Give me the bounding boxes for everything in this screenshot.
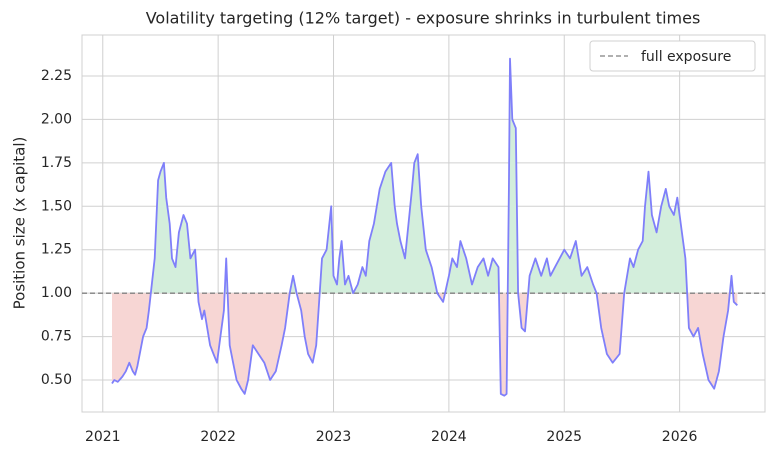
y-tick-label: 1.50 (41, 198, 72, 214)
x-tick-label: 2023 (316, 429, 352, 445)
y-tick-label: 2.00 (41, 111, 72, 127)
legend-box (589, 40, 756, 72)
chart-title: Volatility targeting (12% target) - expo… (146, 9, 701, 28)
plot-frame (81, 34, 766, 413)
y-tick-label: 0.50 (41, 372, 72, 388)
legend-label: full exposure (641, 49, 731, 65)
x-tick-label: 2021 (85, 429, 121, 445)
x-tick-label: 2026 (662, 429, 698, 445)
y-tick-label: 0.75 (41, 329, 72, 345)
series-line (111, 57, 738, 397)
y-tick-label: 1.75 (41, 155, 72, 171)
y-axis-label: Position size (x capital) (11, 137, 29, 310)
x-tick-label: 2024 (431, 429, 467, 445)
fill-below (112, 293, 738, 396)
y-tick-label: 1.25 (41, 242, 72, 258)
x-tick-label: 2025 (546, 429, 582, 445)
y-tick-label: 2.25 (41, 68, 72, 84)
fill-above (150, 58, 734, 294)
x-tick-label: 2022 (200, 429, 236, 445)
y-tick-label: 1.00 (41, 285, 72, 301)
